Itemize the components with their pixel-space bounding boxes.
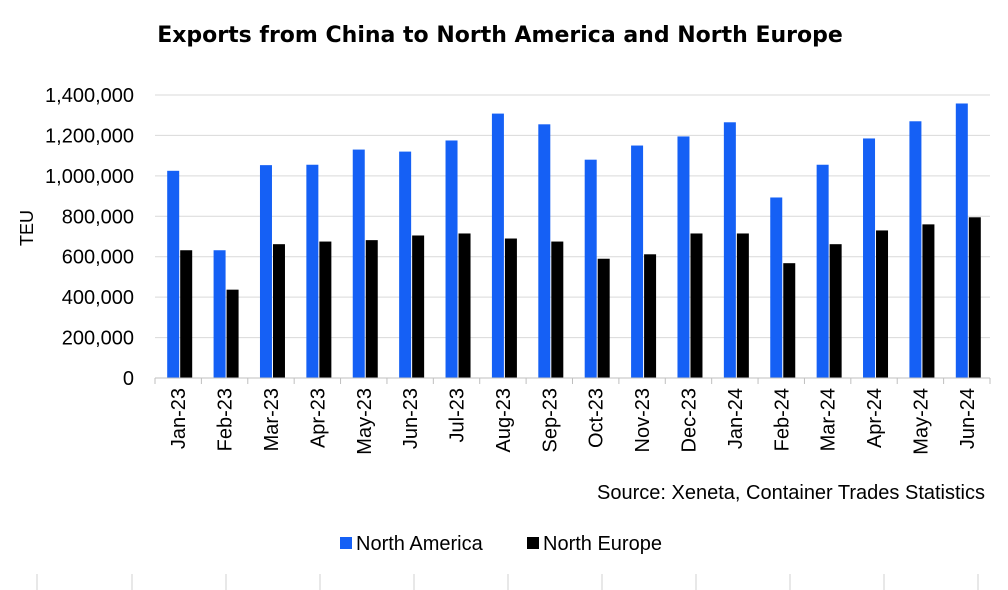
bar-north-europe: [551, 241, 564, 378]
bar-north-america: [352, 149, 365, 378]
x-tick-label: Mar-23: [261, 388, 283, 451]
bar-north-america: [955, 103, 968, 379]
bar-north-america: [584, 159, 597, 378]
bar-north-america: [723, 122, 736, 379]
x-tick-label: Jan-23: [168, 388, 190, 449]
legend-swatch: [340, 537, 352, 549]
bar-north-europe: [226, 289, 239, 378]
chart-title: Exports from China to North America and …: [157, 23, 843, 48]
bar-north-america: [306, 164, 319, 378]
bottom-edge-ticks: [36, 574, 979, 590]
gridlines: [155, 94, 990, 339]
legend: North America North Europe: [340, 533, 662, 555]
x-tick-label: Jul-23: [447, 388, 469, 442]
bar-north-europe: [319, 241, 332, 378]
x-tick-label: Jan-24: [725, 388, 747, 449]
bar-north-america: [538, 124, 551, 378]
bar-north-america: [770, 197, 783, 378]
bar-north-america: [863, 138, 876, 378]
bar-north-europe: [644, 254, 657, 378]
y-tick-label: 1,400,000: [45, 85, 134, 107]
x-tick-label: Oct-23: [586, 388, 608, 448]
y-tick-label: 1,200,000: [45, 125, 134, 147]
bar-north-europe: [968, 217, 981, 378]
x-axis-ticks: Jan-23 Feb-23 Mar-23 Apr-23 May-23 Jun-23 Jul-…: [154, 378, 991, 455]
bar-north-america: [167, 170, 180, 378]
bar-north-america: [399, 151, 412, 378]
x-tick-label: Mar-24: [818, 388, 840, 451]
x-tick-label: May-24: [910, 388, 932, 455]
bar-north-europe: [180, 250, 193, 378]
legend-label: North Europe: [543, 533, 662, 555]
x-tick-label: May-23: [354, 388, 376, 455]
x-tick-label: Aug-23: [493, 388, 515, 453]
bar-north-america: [909, 121, 922, 379]
bar-north-america: [213, 250, 226, 378]
bar-north-europe: [365, 240, 378, 378]
y-axis-label: TEU: [17, 210, 37, 246]
bar-north-america: [677, 136, 690, 378]
x-tick-label: Sep-23: [539, 388, 561, 453]
bar-north-europe: [504, 238, 517, 378]
bar-north-america: [491, 113, 504, 379]
bar-north-europe: [922, 224, 935, 378]
source-note: Source: Xeneta, Container Trades Statist…: [597, 482, 985, 504]
bar-north-europe: [412, 235, 425, 378]
legend-swatch: [527, 537, 539, 549]
bar-north-europe: [783, 263, 796, 378]
x-tick-label: Feb-23: [215, 388, 237, 451]
bar-north-america: [259, 165, 272, 378]
x-tick-label: Apr-24: [864, 388, 886, 448]
bar-north-america: [816, 164, 829, 378]
x-tick-label: Nov-23: [632, 388, 654, 452]
bar-north-europe: [272, 244, 285, 378]
x-tick-label: Apr-23: [307, 388, 329, 448]
x-tick-label: Jun-24: [957, 388, 979, 449]
x-tick-label: Jun-23: [400, 388, 422, 449]
bars: [167, 103, 981, 379]
bar-north-america: [445, 140, 458, 378]
y-tick-label: 600,000: [62, 247, 134, 269]
bar-north-europe: [876, 230, 889, 378]
y-tick-label: 400,000: [62, 287, 134, 309]
bar-north-europe: [458, 233, 471, 378]
y-tick-label: 800,000: [62, 206, 134, 228]
y-tick-label: 200,000: [62, 328, 134, 350]
legend-label: North America: [356, 533, 484, 555]
y-tick-label: 1,000,000: [45, 166, 134, 188]
bar-north-europe: [829, 244, 842, 378]
y-tick-label: 0: [123, 368, 134, 390]
x-tick-label: Feb-24: [771, 388, 793, 451]
bar-north-america: [631, 145, 644, 378]
bar-north-europe: [597, 258, 610, 378]
bar-north-europe: [736, 233, 749, 378]
y-axis-ticks: 0 200,000 400,000 600,000 800,000 1,000,000 1,…: [45, 85, 134, 390]
x-tick-label: Dec-23: [678, 388, 700, 452]
bar-north-europe: [690, 233, 703, 378]
